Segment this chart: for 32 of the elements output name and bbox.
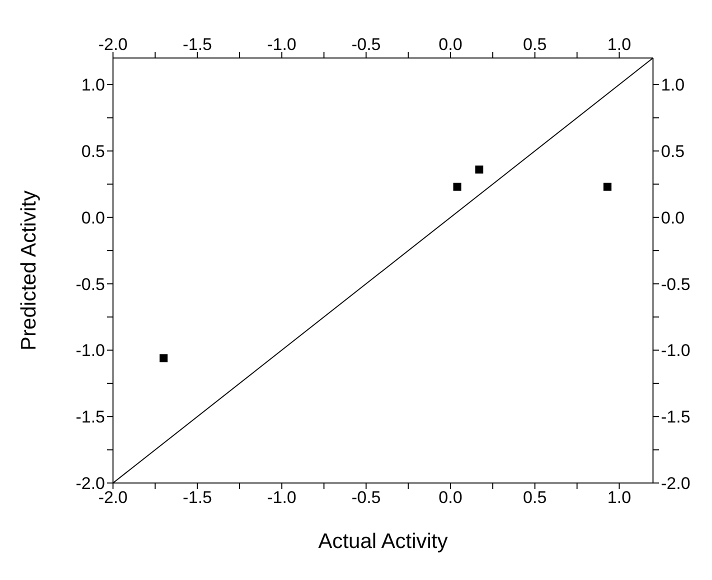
x2-tick-label: 1.0 bbox=[607, 488, 632, 508]
y2-tick-label: -0.5 bbox=[661, 274, 690, 294]
point bbox=[453, 182, 462, 191]
x2-tick-label: -0.5 bbox=[351, 488, 381, 508]
x2-tick-label: -1.5 bbox=[182, 488, 212, 508]
y-axis-title: Predicted Activity bbox=[17, 190, 40, 350]
x-tick-label: -2.0 bbox=[98, 35, 128, 54]
y-tick-label: 0.0 bbox=[81, 208, 105, 228]
y-tick-label: -1.5 bbox=[76, 408, 105, 427]
x-tick-label: 0.0 bbox=[438, 35, 462, 54]
y-tick-label: -1.0 bbox=[76, 341, 105, 360]
x-tick-label: -1.0 bbox=[267, 35, 296, 54]
x2-tick-label: 0.5 bbox=[523, 488, 547, 508]
y-tick-label: -0.5 bbox=[76, 274, 105, 294]
x-tick-label: 0.5 bbox=[523, 35, 547, 54]
x-axis-title: Actual Activity bbox=[318, 530, 448, 553]
x-tick-label: -1.5 bbox=[182, 35, 212, 54]
y2-tick-label: -1.0 bbox=[661, 341, 690, 360]
y-tick-label: 0.5 bbox=[81, 142, 105, 162]
point bbox=[160, 354, 168, 362]
x-tick-label: -0.5 bbox=[351, 35, 381, 54]
y2-tick-label: 1.0 bbox=[661, 76, 685, 95]
y2-tick-label: 0.0 bbox=[661, 208, 685, 228]
y2-tick-label: -2.0 bbox=[661, 474, 690, 494]
x2-tick-label: 0.0 bbox=[438, 488, 462, 508]
y2-tick-label: 0.5 bbox=[661, 142, 685, 162]
y-tick-label: 1.0 bbox=[81, 76, 105, 95]
point bbox=[475, 166, 484, 174]
x-tick-label: 1.0 bbox=[607, 35, 632, 54]
y2-tick-label: -1.5 bbox=[661, 408, 690, 427]
point bbox=[603, 182, 612, 191]
x2-tick-label: -1.0 bbox=[267, 488, 296, 508]
